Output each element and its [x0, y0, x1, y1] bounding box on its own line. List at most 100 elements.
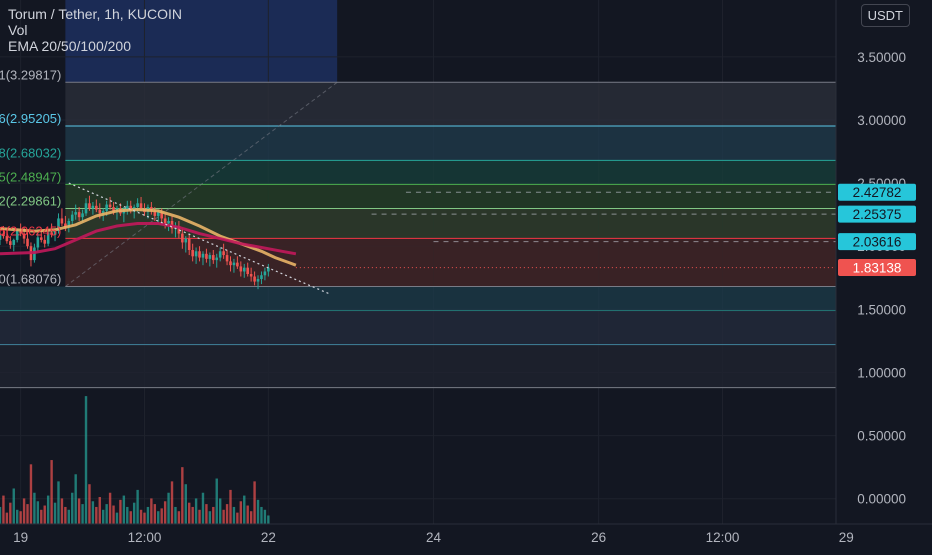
candle-body	[105, 204, 108, 211]
currency-button[interactable]: USDT	[860, 4, 910, 27]
candle-body	[88, 203, 91, 209]
fib-band	[65, 184, 836, 209]
chart-legend: Torum / Tether, 1h, KUCOIN Vol EMA 20/50…	[8, 6, 182, 54]
candle-body	[184, 238, 188, 243]
symbol-title[interactable]: Torum / Tether, 1h, KUCOIN	[8, 6, 183, 22]
fib-labels: 1(3.29817) 0.786(2.95205) 0.618(2.68032) 0.…	[0, 67, 61, 286]
fib-label: 0(1.68076)	[0, 272, 61, 287]
volume-bar	[77, 498, 81, 524]
candle-body	[125, 205, 129, 210]
volume-bar	[26, 504, 29, 524]
candle-body	[46, 232, 50, 244]
candle-body	[64, 223, 67, 228]
volume-bar	[177, 511, 181, 524]
candle-body	[139, 203, 143, 209]
candle-body	[22, 233, 26, 239]
volume-bar	[2, 495, 5, 524]
volume-bar	[222, 509, 225, 524]
candle-body	[163, 218, 167, 224]
volume-legend[interactable]: Vol	[8, 22, 28, 38]
candle-body	[70, 214, 74, 221]
fib-band	[65, 82, 836, 127]
volume-bar	[67, 509, 71, 524]
candle-body	[0, 233, 2, 240]
candle-body	[95, 205, 98, 210]
time-tick: 22	[261, 530, 276, 545]
candle-body	[108, 204, 112, 208]
volume-bar	[36, 501, 40, 524]
price-label-bg	[838, 183, 916, 201]
volume-bar	[143, 512, 146, 524]
volume-bar	[5, 512, 9, 524]
candle-body	[26, 238, 29, 247]
volume-bar	[112, 505, 115, 524]
candle-body	[263, 271, 267, 276]
volume-bar	[132, 502, 136, 524]
candle-body	[136, 203, 139, 208]
volume-bar	[129, 511, 132, 524]
volume-bar	[9, 502, 12, 524]
time-axis[interactable]: 19 12:00 22 24 26 12:00 29	[0, 523, 932, 550]
price-tick: 1.50000	[857, 302, 906, 317]
candle-body	[129, 205, 133, 211]
volume-bar	[174, 506, 177, 524]
volume-bar	[146, 506, 150, 524]
candle-body	[177, 226, 181, 234]
volume-bar	[181, 467, 184, 524]
price-label-bg	[838, 205, 916, 223]
volume-bar	[188, 502, 191, 524]
candle-body	[249, 273, 253, 277]
volume-bar	[194, 498, 198, 524]
time-tick: 24	[426, 530, 442, 545]
volume-bar	[239, 501, 243, 524]
price-tick: 3.50000	[857, 50, 906, 65]
volume-bar	[71, 492, 74, 524]
candle-body	[167, 220, 170, 224]
price-label-bg	[838, 259, 916, 277]
price-label: 2.25375	[853, 207, 902, 222]
fib-ext-band	[0, 286, 836, 311]
volume-bar	[46, 495, 50, 524]
volume-bar	[91, 501, 95, 524]
volume-bar	[105, 504, 108, 524]
fib-ext-band	[0, 344, 836, 388]
candle-body	[205, 253, 208, 259]
price-tick: 0.50000	[857, 429, 906, 444]
price-label: 2.03616	[853, 235, 902, 250]
candle-body	[77, 212, 81, 218]
candle-body	[53, 231, 57, 235]
time-tick: 12:00	[706, 530, 740, 545]
price-label-bg	[838, 233, 916, 251]
volume-bar	[84, 396, 88, 524]
ema-legend[interactable]: EMA 20/50/100/200	[8, 38, 131, 54]
price-label: 1.83138	[853, 261, 902, 276]
candle-body	[239, 266, 243, 272]
volume-bar	[157, 511, 160, 524]
volume-bar	[246, 505, 249, 524]
volume-bar	[191, 506, 194, 524]
fib-retracement[interactable]	[0, 81, 836, 389]
candles	[0, 195, 270, 290]
candle-body	[160, 212, 163, 219]
time-tick: 29	[839, 530, 854, 545]
volume-bar	[215, 478, 218, 524]
volume-bar	[225, 504, 229, 524]
candle-body	[153, 210, 157, 216]
volume-bar	[136, 489, 139, 524]
volume-bar	[60, 498, 64, 524]
volume-bar	[43, 505, 46, 524]
candle-body	[198, 251, 201, 258]
candle-body	[15, 231, 19, 240]
fib-label: 0.5(2.48947)	[0, 169, 61, 184]
volume-bar	[205, 504, 208, 524]
candle-body	[57, 218, 60, 232]
volume-bar	[22, 498, 26, 524]
volume-bar	[29, 464, 33, 524]
volume-bar	[88, 484, 91, 524]
candle-body	[218, 251, 222, 258]
volume-bar	[229, 489, 232, 524]
fib-band	[65, 126, 836, 161]
volume-bar	[108, 492, 112, 524]
